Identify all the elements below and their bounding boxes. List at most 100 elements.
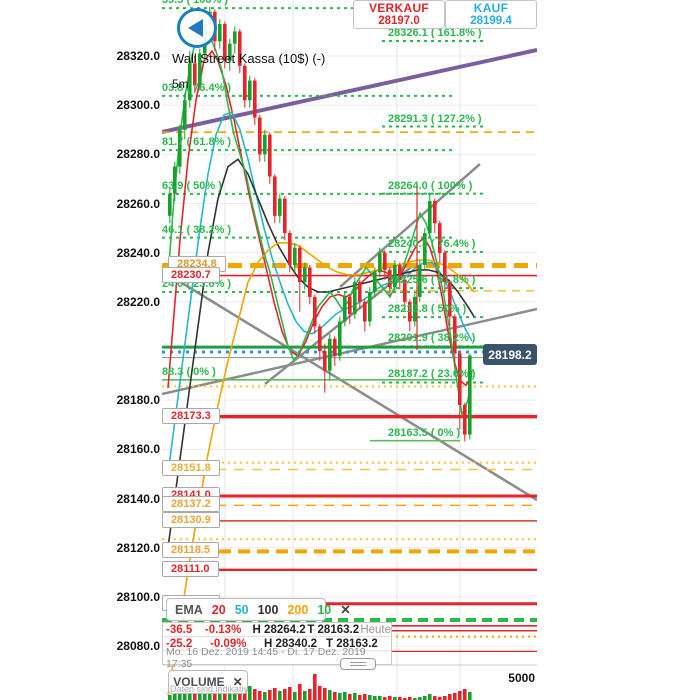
volume-bar (428, 694, 432, 700)
volume-bar (308, 689, 312, 700)
candle-body (168, 193, 172, 216)
panel-resize-handle[interactable] (340, 658, 376, 670)
candle-body (373, 272, 377, 292)
candle-body (223, 24, 227, 61)
ema-period-100[interactable]: 100 (257, 602, 279, 617)
y-axis-tick: 28180.0 (116, 393, 160, 408)
ema-indicator-legend[interactable]: EMA 20 50 100 200 10 ✕ (166, 598, 351, 621)
candle-body (403, 279, 407, 302)
volume-bar (258, 691, 262, 700)
price-level-label[interactable]: 28137.2 (162, 496, 220, 513)
candle-body (258, 117, 262, 155)
y-axis-tick: 28120.0 (116, 540, 160, 555)
fib-label: 28187.2 ( 23.6% ) (388, 368, 476, 381)
volume-bar (263, 692, 267, 700)
close-icon[interactable]: ✕ (340, 603, 351, 617)
price-level-label[interactable]: 28151.8 (162, 460, 220, 477)
volume-bar (353, 693, 357, 700)
y-axis-tick: 28300.0 (116, 98, 160, 113)
volume-bar (373, 696, 377, 700)
fib-label: 28213.8 ( 50% ) (388, 303, 467, 316)
volume-bar (248, 686, 252, 700)
volume-bar (448, 694, 452, 700)
price-level-label[interactable]: 28230.7 (162, 266, 220, 283)
high-value: H 28264.2 (252, 623, 306, 636)
candle-body (443, 252, 447, 283)
candle-body (408, 301, 412, 322)
candle-body (338, 321, 342, 356)
fib-label-left: 63.9 ( 50% ) (162, 179, 222, 192)
volume-bar (178, 691, 182, 700)
fib-label-left: 39.5 ( 100% ) (162, 0, 229, 7)
volume-bar (238, 690, 242, 700)
volume-indicator-legend[interactable]: VOLUME ✕ (168, 670, 248, 694)
ema-period-50[interactable]: 50 (234, 602, 249, 617)
instrument-title: Wall Street Kassa (10$) (-) (172, 51, 326, 66)
ema-line-ema-20 (167, 49, 473, 388)
candle-body (348, 296, 352, 315)
volume-bar (333, 692, 337, 700)
candlestick-chart[interactable] (162, 0, 537, 700)
close-icon[interactable]: ✕ (232, 675, 243, 689)
y-axis-tick: 28280.0 (116, 147, 160, 162)
price-level-label[interactable]: 28118.5 (162, 542, 220, 559)
candle-body (238, 31, 242, 66)
candle-body (358, 282, 362, 302)
fib-label-left: 81.7 ( 61.8% ) (162, 136, 232, 149)
volume-bar (388, 696, 392, 700)
back-button[interactable] (177, 8, 217, 48)
volume-bar (413, 698, 417, 700)
price-level-label[interactable]: 28173.3 (162, 407, 220, 424)
candle-body (228, 43, 232, 61)
candle-body (183, 100, 187, 130)
candle-body (388, 269, 392, 288)
candle-body (468, 355, 472, 435)
ema-legend-title: EMA (175, 602, 203, 617)
sell-button[interactable]: VERKAUF 28197.0 (353, 0, 445, 29)
ema-period-20[interactable]: 20 (211, 602, 226, 617)
candle-body (368, 292, 372, 322)
candle-body (328, 338, 332, 371)
volume-bar (323, 688, 327, 700)
timeframe-label[interactable]: 5m (172, 77, 189, 91)
ema-period-10[interactable]: 10 (317, 602, 332, 617)
candle-body (263, 134, 267, 155)
low-value: T 28163.2 (307, 623, 360, 636)
candle-body (178, 129, 182, 167)
volume-bar (293, 692, 297, 700)
volume-bar (358, 695, 362, 700)
change-percent: -0.09% (210, 637, 247, 650)
candle-body (288, 233, 292, 265)
purple-trendline (162, 48, 537, 134)
candle-body (323, 351, 327, 371)
change-value: -36.5 (166, 623, 193, 636)
volume-bar (233, 693, 237, 700)
y-axis-tick: 28080.0 (116, 639, 160, 653)
volume-bar (463, 689, 467, 700)
volume-bar (438, 697, 442, 700)
trade-buttons: VERKAUF 28197.0 KAUF 28199.4 (353, 0, 537, 29)
volume-bar (273, 688, 277, 700)
volume-bar (383, 697, 387, 700)
volume-bar (213, 690, 217, 700)
price-level-label[interactable]: 28130.9 (162, 511, 220, 528)
volume-bar (168, 695, 172, 700)
candle-body (233, 31, 237, 44)
candle-body (293, 247, 297, 265)
y-axis-tick: 28260.0 (116, 196, 160, 211)
ohlc-row-yesterday: -25.2 -0.09% H 28340.2 T 28163.2 (163, 637, 391, 651)
fib-label-left: 03.8 ( 76.4% ) (162, 81, 232, 94)
candle-body (313, 296, 317, 327)
fib-label: 28163.5 ( 0% ) (388, 426, 461, 439)
volume-bar (423, 696, 427, 700)
volume-bar (298, 684, 302, 700)
price-level-label[interactable]: 28111.0 (162, 560, 219, 577)
ema-period-200[interactable]: 200 (287, 602, 309, 617)
y-axis-tick: 28320.0 (116, 49, 160, 63)
ema-line-ema-10 (167, 25, 473, 418)
candle-body (423, 233, 427, 265)
fib-label: 28264.0 ( 100% ) (388, 179, 473, 192)
change-percent: -0.13% (204, 623, 242, 636)
buy-button[interactable]: KAUF 28199.4 (445, 0, 537, 29)
high-value: H 28340.2 (264, 637, 318, 650)
